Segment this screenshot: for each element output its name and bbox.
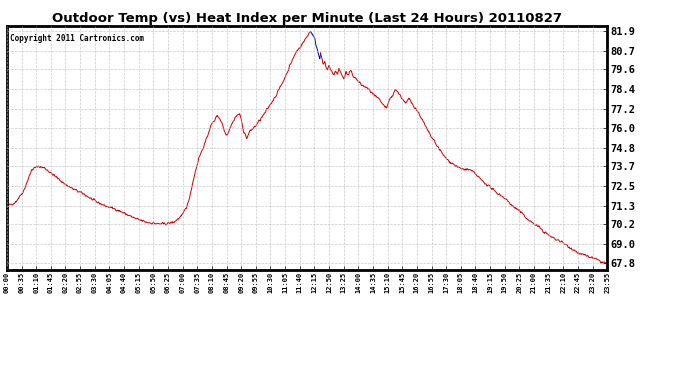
Title: Outdoor Temp (vs) Heat Index per Minute (Last 24 Hours) 20110827: Outdoor Temp (vs) Heat Index per Minute …: [52, 12, 562, 25]
Text: Copyright 2011 Cartronics.com: Copyright 2011 Cartronics.com: [10, 34, 144, 43]
